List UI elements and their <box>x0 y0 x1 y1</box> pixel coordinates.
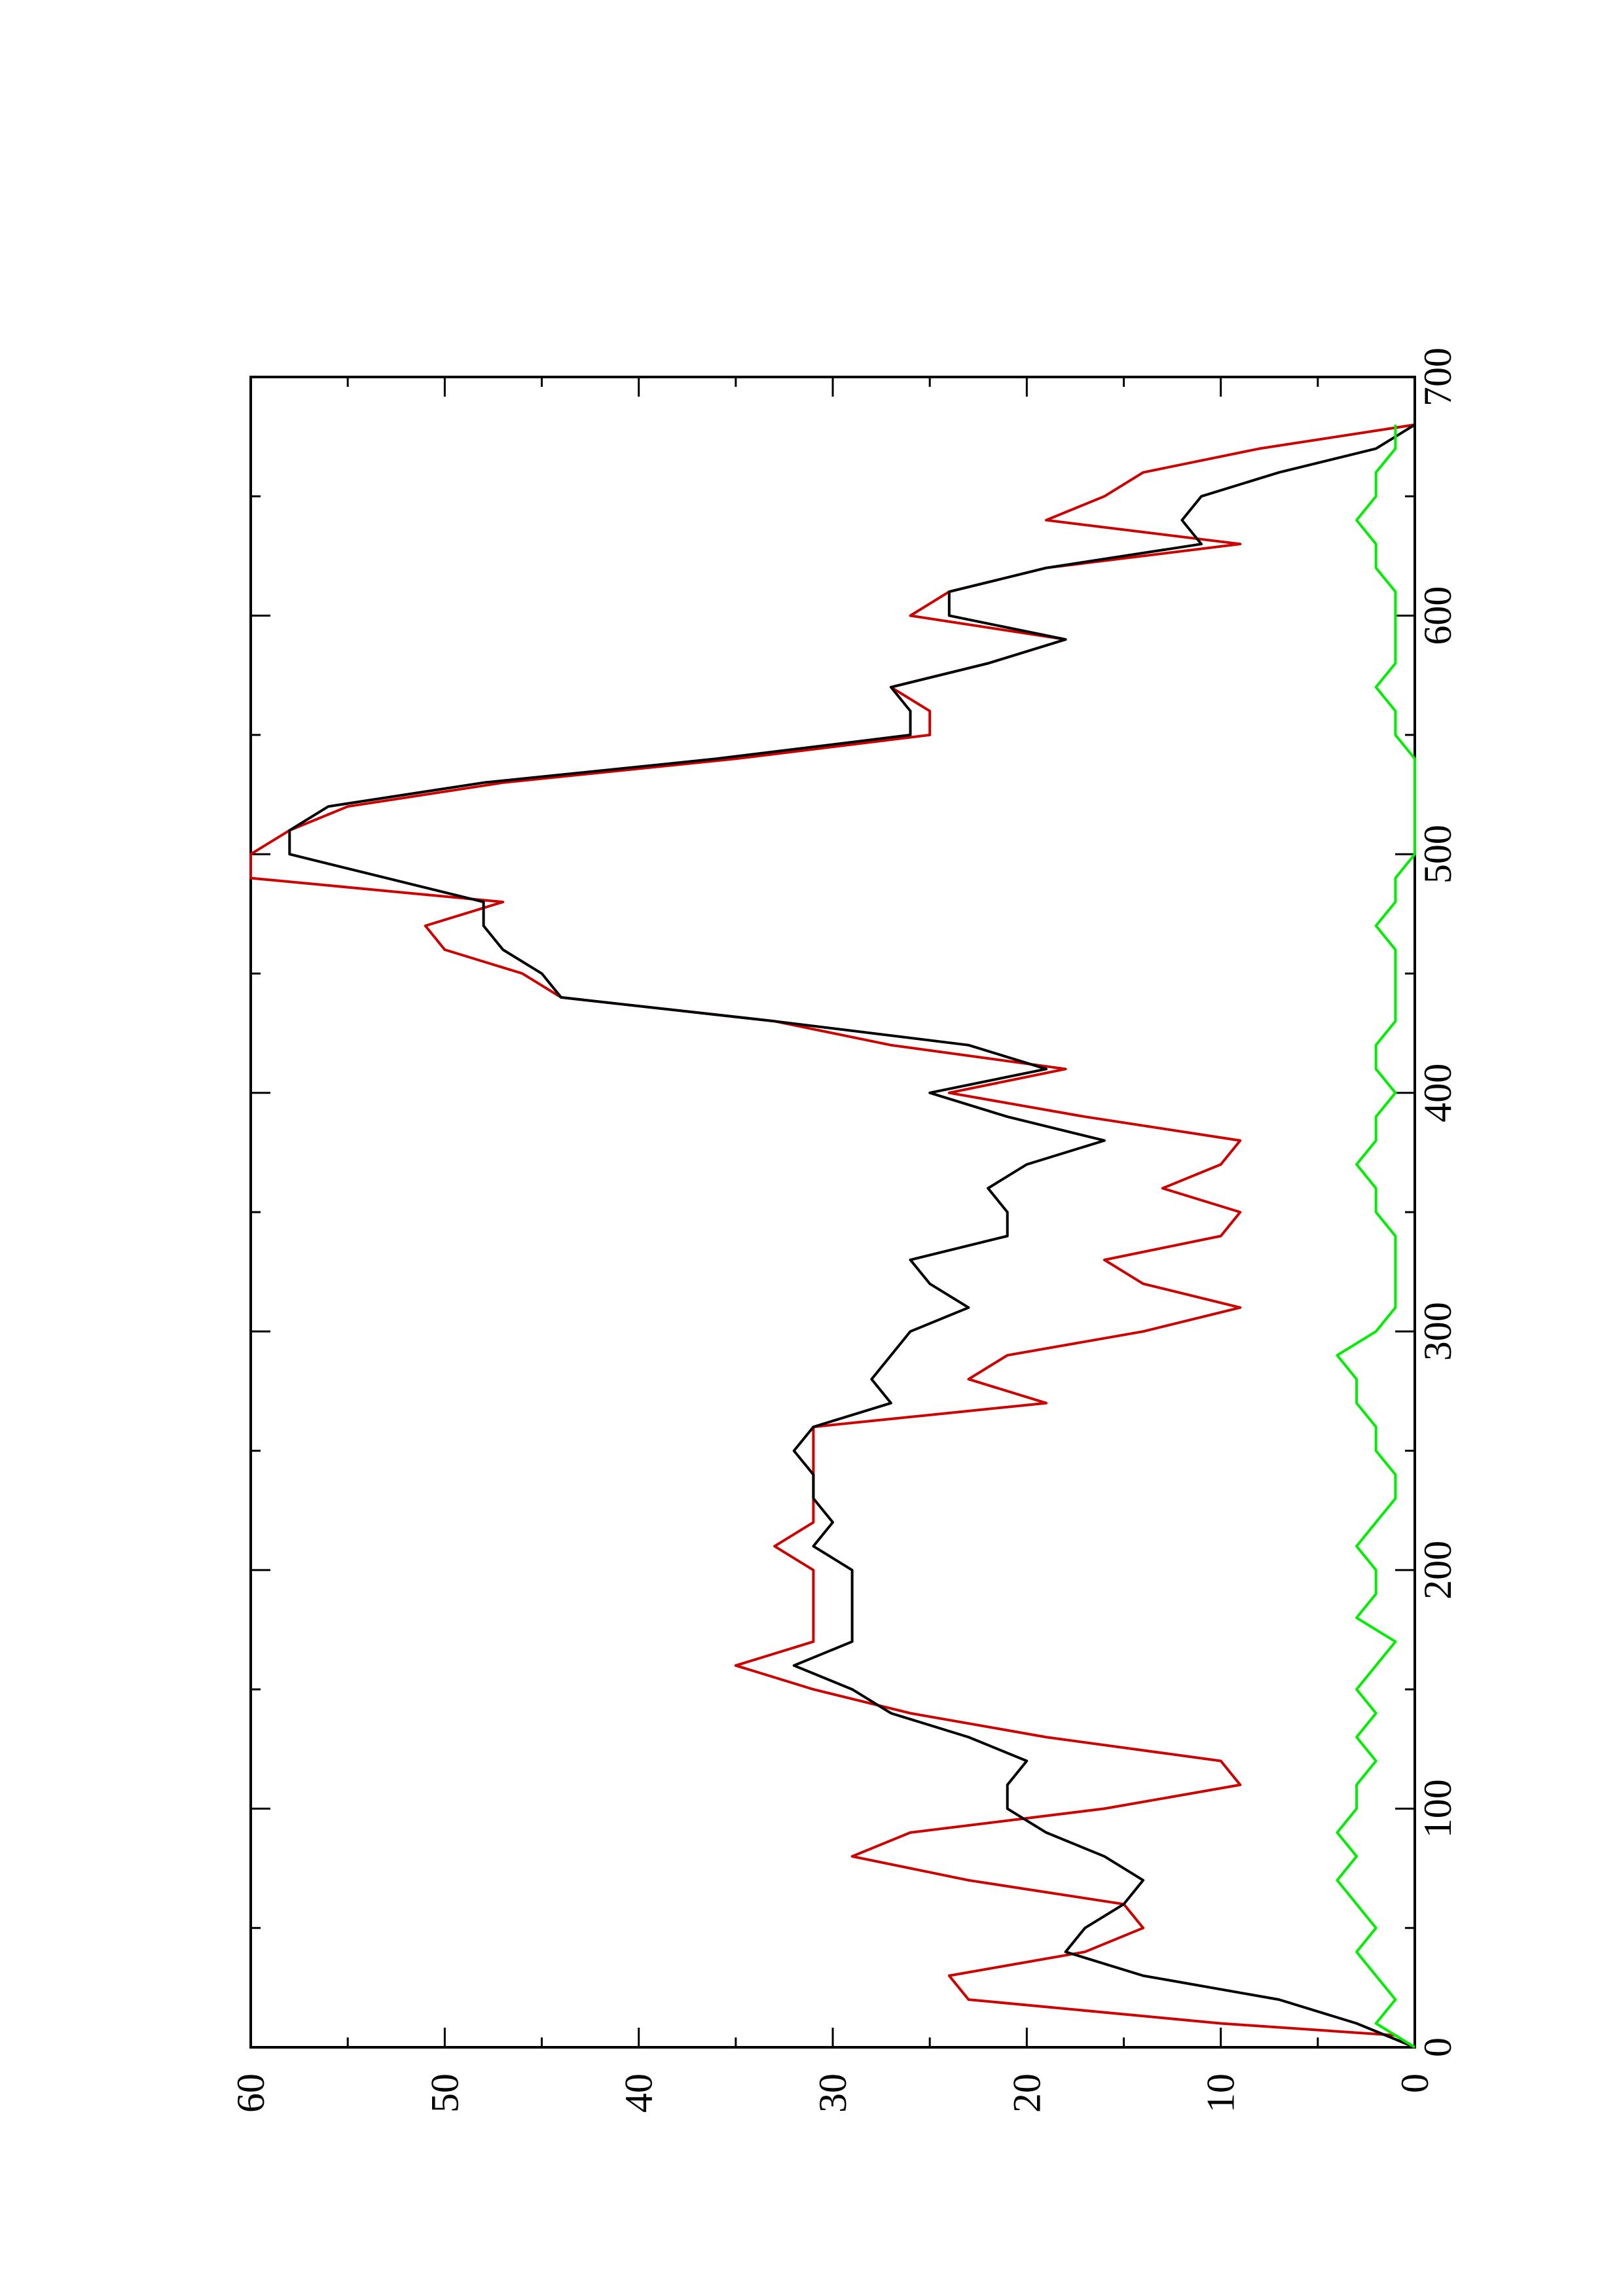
y-tick-label: 50 <box>423 2073 466 2113</box>
x-tick-label: 200 <box>1416 1541 1459 1600</box>
series-line-3 <box>1336 424 1416 2049</box>
x-tick-label: 500 <box>1416 825 1459 884</box>
x-tick-label: 600 <box>1416 586 1459 645</box>
series-line-1 <box>249 423 1416 2049</box>
y-tick-label: 0 <box>1393 2073 1436 2093</box>
x-tick-label: 300 <box>1416 1302 1459 1361</box>
x-tick-label: 400 <box>1416 1064 1459 1122</box>
y-tick-label: 60 <box>229 2073 272 2113</box>
y-tick-label: 20 <box>1005 2073 1048 2113</box>
axis-ticks: 0 100 200 300 400 500 600 700 0 10 20 30 40 50 60 <box>229 348 1459 2113</box>
y-tick-label: 30 <box>811 2073 854 2113</box>
series-group <box>249 423 1416 2049</box>
x-tick-label: 100 <box>1416 1779 1459 1838</box>
x-tick-label: 700 <box>1416 348 1459 406</box>
x-tick-label: 0 <box>1416 2037 1459 2057</box>
y-tick-label: 40 <box>617 2073 661 2113</box>
series-line-2 <box>288 423 1416 2049</box>
y-tick-label: 10 <box>1199 2073 1243 2113</box>
